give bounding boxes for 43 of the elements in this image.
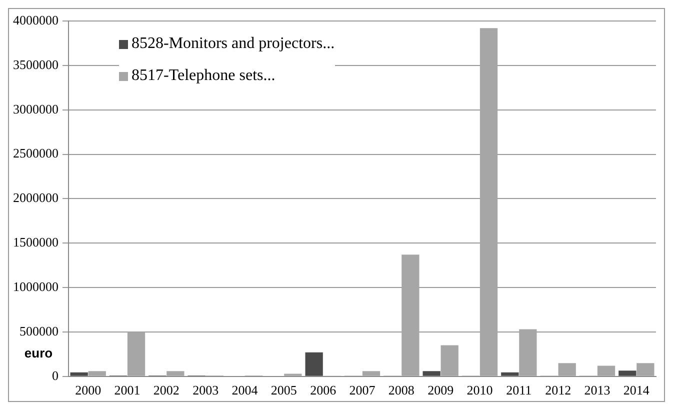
y-tick-label: 1500000 [13,234,58,250]
x-tick-label: 2010 [466,382,493,398]
y-axis-title: euro [24,346,53,361]
bar [305,352,323,376]
bar [501,372,519,376]
bar [88,371,106,376]
x-tick-label: 2014 [623,382,650,398]
bar [402,254,420,376]
bar [636,363,654,376]
y-tick-label: 2000000 [13,190,58,206]
y-tick-label: 1000000 [13,278,58,294]
x-tick-label: 2002 [153,382,180,398]
bar [166,371,184,376]
y-tick-label: 500000 [20,323,58,338]
bar [127,332,146,376]
x-tick-label: 2011 [506,382,532,398]
x-tick-label: 2012 [545,382,572,398]
x-tick-label: 2001 [114,382,140,398]
y-tick-label: 3500000 [13,56,58,72]
bar [618,370,636,376]
x-tick-label: 2003 [192,382,219,398]
y-tick-label: 0 [52,368,58,383]
bar [70,372,88,376]
bar [519,329,537,376]
legend-label: 8517-Telephone sets... [132,67,276,85]
x-tick-label: 2005 [270,382,297,398]
y-tick-label: 2500000 [13,146,58,161]
x-tick-label: 2013 [584,382,610,398]
legend-label: 8528-Monitors and projectors... [132,35,335,53]
x-tick-label: 2000 [75,382,102,398]
bar [440,345,458,376]
y-tick-label: 3000000 [13,101,58,116]
x-tick-label: 2008 [388,382,414,398]
x-tick-label: 2009 [428,382,454,398]
y-tick-label: 4000000 [13,12,58,28]
bar [597,366,616,376]
x-tick-label: 2007 [349,382,376,398]
bar [422,371,440,376]
x-tick-label: 2006 [310,382,337,398]
bar [362,371,380,376]
x-tick-label: 2004 [232,382,258,398]
bar [558,363,576,376]
bar [480,28,498,376]
